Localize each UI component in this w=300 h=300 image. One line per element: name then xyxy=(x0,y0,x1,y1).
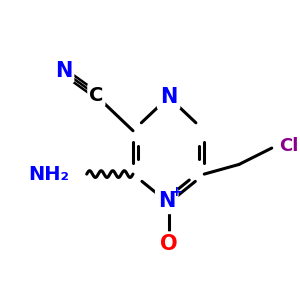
Text: N: N xyxy=(158,191,175,211)
Text: C: C xyxy=(89,85,103,105)
Text: N: N xyxy=(55,61,72,81)
Text: NH₂: NH₂ xyxy=(28,165,69,184)
Text: Cl: Cl xyxy=(279,137,299,155)
Text: +: + xyxy=(170,185,182,200)
Text: O: O xyxy=(160,234,177,254)
Text: N: N xyxy=(160,87,177,107)
